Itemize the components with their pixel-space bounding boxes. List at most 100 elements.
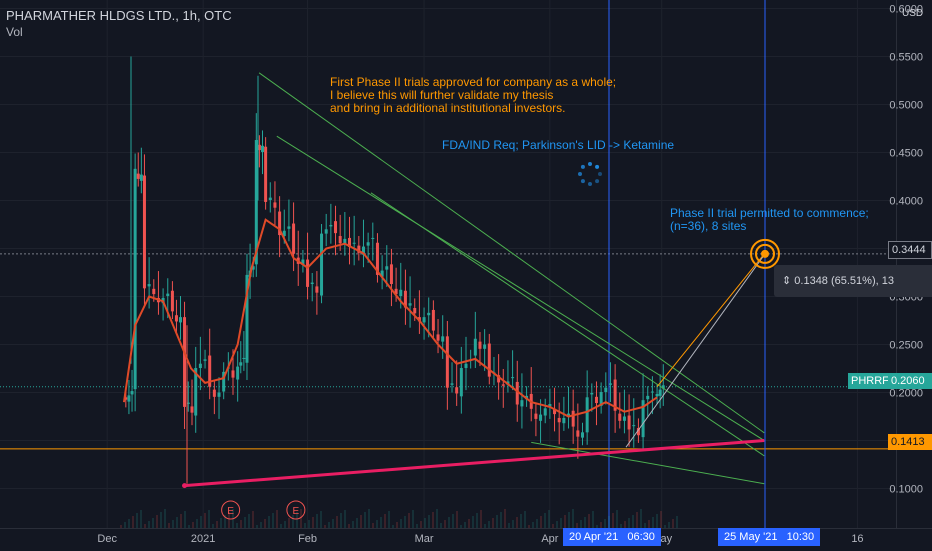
candle-body <box>576 430 580 437</box>
candle-body <box>557 417 561 423</box>
candle-body <box>599 392 603 406</box>
volume-bar <box>320 511 322 528</box>
volume-bar <box>200 516 202 528</box>
volume-bar <box>212 524 214 528</box>
crosshair-time: 06:30 <box>627 531 655 543</box>
candle-body <box>375 242 379 275</box>
annotation-fda-request: FDA/IND Req; Parkinson's LID -> Ketamine <box>442 138 675 152</box>
volume-bar <box>332 519 334 528</box>
target-time-tag: 25 May '21 10:30 <box>718 528 821 546</box>
candle-body <box>571 410 575 427</box>
volume-bar <box>304 523 306 528</box>
candle-body <box>399 289 403 297</box>
volume-label: Vol <box>6 25 23 39</box>
candle-body <box>242 357 246 359</box>
volume-bar <box>264 519 266 528</box>
candle-body <box>231 370 235 378</box>
volume-bar <box>548 510 550 528</box>
candle-body <box>245 274 249 363</box>
x-tick-label: Feb <box>298 533 317 545</box>
candle-body <box>515 381 519 405</box>
candle-body <box>324 229 328 234</box>
candle-body <box>441 336 445 342</box>
spinner-icon <box>580 179 585 184</box>
volume-bar <box>344 510 346 528</box>
volume-bar <box>468 519 470 528</box>
candle-body <box>581 432 584 438</box>
candle-body <box>636 428 640 436</box>
volume-bar <box>612 513 614 528</box>
volume-bar <box>404 516 406 528</box>
volume-bar <box>616 510 618 528</box>
candle-body <box>239 362 243 366</box>
target-date: 25 May '21 <box>724 531 778 543</box>
candle-body <box>261 145 265 153</box>
candle-body <box>590 392 594 395</box>
candle-body <box>124 397 128 400</box>
candle-body <box>178 317 182 323</box>
candle-body <box>422 317 426 323</box>
chart-title: PHARMATHER HLDGS LTD., 1h, OTC <box>6 8 232 23</box>
time-axis[interactable] <box>0 528 932 551</box>
volume-bar <box>256 525 258 528</box>
candle-body <box>222 371 226 392</box>
volume-bar <box>476 513 478 528</box>
candle-body <box>562 417 566 424</box>
volume-bar <box>444 520 446 528</box>
volume-bar <box>480 510 482 528</box>
candle-body <box>329 224 333 227</box>
volume-bar <box>472 516 474 528</box>
trendline-descending-3 <box>370 192 765 457</box>
volume-bar <box>356 518 358 528</box>
measure-tooltip: ⇕ 0.1348 (65.51%), 13 <box>774 265 932 297</box>
volume-bar <box>676 516 678 528</box>
candle-body <box>618 413 622 421</box>
price-axis[interactable] <box>896 0 932 528</box>
volume-bar <box>384 514 386 528</box>
volume-bar <box>312 517 314 528</box>
candle-body <box>130 391 134 395</box>
volume-bar <box>324 525 326 528</box>
volume-bar <box>428 515 430 528</box>
candle-body <box>501 384 505 386</box>
candle-body <box>273 202 277 208</box>
volume-bar <box>148 521 150 528</box>
volume-bar <box>296 512 298 528</box>
candle-body <box>236 366 240 380</box>
candle-body <box>320 233 324 296</box>
volume-bar <box>376 520 378 528</box>
volume-bar <box>464 522 466 528</box>
volume-bar <box>644 523 646 528</box>
earnings-marker-label: E <box>227 506 234 517</box>
support-price-tag: 0.1413 <box>888 434 932 450</box>
volume-bar <box>140 510 142 528</box>
volume-bar <box>524 511 526 528</box>
volume-bar <box>488 521 490 528</box>
candle-body <box>455 387 459 394</box>
candle-body <box>306 259 310 287</box>
volume-bar <box>496 515 498 528</box>
volume-bar <box>544 513 546 528</box>
volume-bar <box>516 517 518 528</box>
x-tick-label: Dec <box>97 533 117 545</box>
y-tick-label: 0.5500 <box>889 52 923 64</box>
volume-bar <box>308 520 310 528</box>
candle-body <box>357 245 361 253</box>
volume-bar <box>600 522 602 528</box>
candle-body <box>594 396 598 404</box>
volume-bar <box>120 525 122 528</box>
candle-body <box>478 341 482 349</box>
volume-bar <box>648 520 650 528</box>
volume-bar <box>164 509 166 528</box>
volume-bar <box>412 510 414 528</box>
spinner-icon <box>588 182 592 186</box>
volume-bar <box>580 520 582 528</box>
volume-bar <box>248 514 250 528</box>
candle-body <box>627 415 631 430</box>
candle-body <box>661 385 665 389</box>
volume-bar <box>572 509 574 528</box>
volume-bar <box>432 512 434 528</box>
candle-body <box>436 334 440 341</box>
volume-bar <box>280 524 282 528</box>
